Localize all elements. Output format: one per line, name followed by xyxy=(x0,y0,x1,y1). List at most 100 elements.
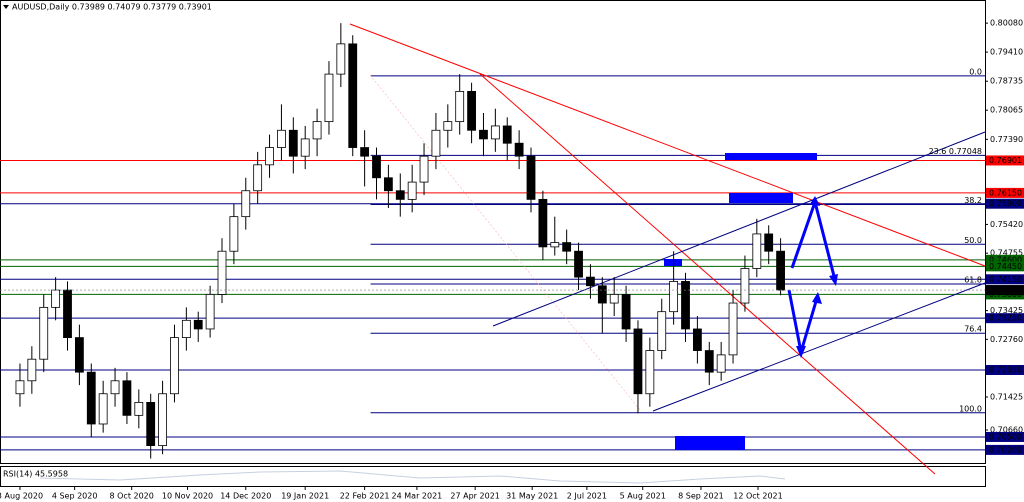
y-tick-label: 0.73425 xyxy=(990,306,1023,315)
candle-body xyxy=(27,358,37,382)
candle-body xyxy=(312,121,322,140)
candle-body xyxy=(324,73,334,123)
current-price-label: 0.73901 xyxy=(989,286,1022,295)
x-tick-label: 3 Aug 2020 xyxy=(0,492,43,501)
price-label-box xyxy=(986,155,1024,166)
candle-body xyxy=(407,181,417,200)
price-label: 0.72050 xyxy=(989,365,1022,374)
candle-body xyxy=(633,328,643,395)
candle-body xyxy=(621,294,631,330)
candle-body xyxy=(86,371,96,425)
y-tick-label: 0.78735 xyxy=(990,77,1023,86)
rsi-line xyxy=(39,470,786,484)
rsi-frame xyxy=(0,466,986,487)
candle-body xyxy=(490,125,500,140)
candle-body xyxy=(609,294,619,304)
candle-body xyxy=(538,198,548,248)
candle-body xyxy=(98,393,108,425)
candle-body xyxy=(229,216,239,252)
fib-label: 61.8 xyxy=(964,276,982,285)
candle-body xyxy=(74,337,84,373)
candle-body xyxy=(728,302,738,356)
candle-body xyxy=(692,328,702,351)
candle-body xyxy=(300,138,310,157)
candle-body xyxy=(526,155,536,200)
trendline xyxy=(349,23,986,267)
candle-body xyxy=(479,129,488,140)
zone-box xyxy=(675,436,745,450)
candle-body xyxy=(265,147,274,166)
y-tick-label: 0.78065 xyxy=(990,106,1023,115)
x-tick-label: 22 Feb 2021 xyxy=(340,492,390,501)
candle-body xyxy=(467,90,476,131)
y-tick-label: 0.75420 xyxy=(990,220,1023,229)
price-label-box xyxy=(986,254,1024,265)
zone-box xyxy=(729,193,793,203)
x-tick-label: 8 Oct 2020 xyxy=(109,492,153,501)
candle-body xyxy=(455,90,465,123)
candle-body xyxy=(645,350,655,395)
candle-body xyxy=(205,294,215,330)
channel-line xyxy=(492,131,986,327)
fib-label: 23.6 0.77048 xyxy=(929,147,982,156)
zone-box xyxy=(725,153,817,160)
candle-body xyxy=(253,164,263,192)
candle-body xyxy=(597,285,607,304)
current-price-box xyxy=(986,285,1024,296)
candle-body xyxy=(15,380,25,395)
candle-body xyxy=(181,319,191,338)
price-label-box xyxy=(986,261,1024,272)
price-label: 0.75900 xyxy=(989,199,1022,208)
y-tick-label: 0.79410 xyxy=(990,48,1023,57)
candle-body xyxy=(383,177,393,192)
price-label: 0.74150 xyxy=(989,275,1022,284)
drawings xyxy=(349,23,986,475)
candle-body xyxy=(158,393,167,446)
price-label: 0.74600 xyxy=(989,255,1022,264)
fib-label: 0.0 xyxy=(969,67,982,76)
candle-body xyxy=(716,354,726,373)
candle-body xyxy=(740,268,750,304)
price-label-box xyxy=(986,313,1024,324)
candle-body xyxy=(419,155,429,183)
x-tick-label: 5 Aug 2021 xyxy=(620,492,666,501)
candle-body xyxy=(348,43,358,148)
y-tick-label: 0.70660 xyxy=(990,426,1023,435)
candle-body xyxy=(39,306,49,360)
rsi-label: RSI(14) 45.5958 xyxy=(3,470,68,479)
menu-triangle xyxy=(3,5,9,9)
main-frame xyxy=(0,0,986,464)
candle-body xyxy=(51,289,61,308)
candle-body xyxy=(681,281,690,330)
price-label: 0.74450 xyxy=(989,262,1022,271)
candle-body xyxy=(193,319,203,330)
candle-body xyxy=(431,129,441,157)
candle-body xyxy=(63,289,72,338)
candle-body xyxy=(574,250,583,278)
price-label: 0.70200 xyxy=(989,445,1022,454)
candle-body xyxy=(752,233,762,269)
candle-body xyxy=(562,242,572,252)
zone-box xyxy=(664,259,682,266)
candle-body xyxy=(764,233,774,252)
channel-line xyxy=(652,282,986,412)
y-tick-label: 0.71425 xyxy=(990,392,1023,401)
y-tick-label: 0.80080 xyxy=(990,19,1023,28)
candle-body xyxy=(443,121,453,131)
candle-body xyxy=(657,311,667,351)
y-tick-label: 0.77390 xyxy=(990,135,1023,144)
price-label: 0.76901 xyxy=(989,156,1022,165)
y-tick-label: 0.74755 xyxy=(990,249,1023,258)
y-tick-label: 0.72760 xyxy=(990,335,1023,344)
candle-body xyxy=(776,250,785,291)
candle-body xyxy=(586,276,595,287)
price-label: 0.76150 xyxy=(989,188,1022,197)
candle-body xyxy=(336,43,346,75)
x-tick-label: 24 Mar 2021 xyxy=(392,492,443,501)
candle-body xyxy=(704,350,714,373)
x-tick-label: 4 Sep 2020 xyxy=(52,492,98,501)
x-tick-label: 31 May 2021 xyxy=(506,492,558,501)
candle-body xyxy=(360,147,370,157)
candle-body xyxy=(217,250,227,295)
